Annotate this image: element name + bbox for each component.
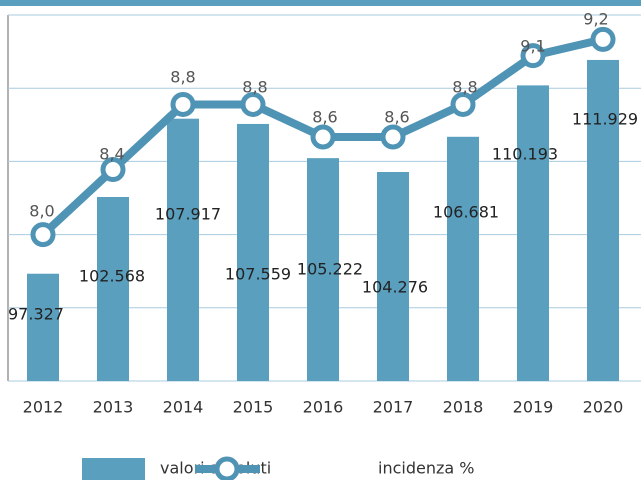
data-label: 104.276 [362, 278, 428, 297]
line-marker [380, 124, 406, 150]
data-label: 9,2 [583, 10, 608, 29]
data-label: 8,8 [452, 78, 477, 97]
data-label: 111.929 [572, 110, 638, 129]
x-tick-label: 2014 [163, 398, 204, 417]
x-tick-label: 2013 [93, 398, 134, 417]
x-tick-label: 2018 [443, 398, 484, 417]
bar [97, 197, 129, 381]
line-marker [170, 91, 196, 117]
data-label: 8,0 [29, 202, 54, 221]
data-label: 97.327 [8, 305, 64, 324]
bar [587, 59, 619, 381]
top-border [0, 0, 641, 6]
bar [517, 85, 549, 381]
x-tick-label: 2015 [233, 398, 274, 417]
x-tick-label: 2016 [303, 398, 344, 417]
data-label: 8,6 [384, 108, 409, 127]
bar [377, 171, 409, 381]
data-label: 8,8 [170, 68, 195, 87]
line-marker [100, 157, 126, 183]
bar [27, 273, 59, 381]
line-marker [240, 91, 266, 117]
bar [447, 136, 479, 381]
data-label: 9,1 [520, 37, 545, 56]
data-label: 8,8 [242, 78, 267, 97]
line-marker [590, 26, 616, 52]
line-marker [310, 124, 336, 150]
bar [237, 123, 269, 381]
legend-swatch [82, 458, 145, 480]
data-label: 105.222 [297, 260, 363, 279]
x-tick-label: 2012 [23, 398, 64, 417]
line-marker [30, 222, 56, 248]
bar [167, 118, 199, 381]
x-tick-label: 2017 [373, 398, 414, 417]
line-marker [520, 43, 546, 69]
legend-marker [214, 456, 240, 480]
x-tick-label: 2020 [583, 398, 624, 417]
data-label: 8,6 [312, 108, 337, 127]
data-label: 110.193 [492, 145, 558, 164]
legend-label: incidenza % [378, 459, 474, 478]
x-tick-label: 2019 [513, 398, 554, 417]
data-label: 106.681 [433, 203, 499, 222]
data-label: 8,4 [99, 145, 124, 164]
data-label: 102.568 [79, 267, 145, 286]
data-label: 107.559 [225, 265, 291, 284]
data-label: 107.917 [155, 205, 221, 224]
line-marker [450, 91, 476, 117]
bar [307, 158, 339, 381]
